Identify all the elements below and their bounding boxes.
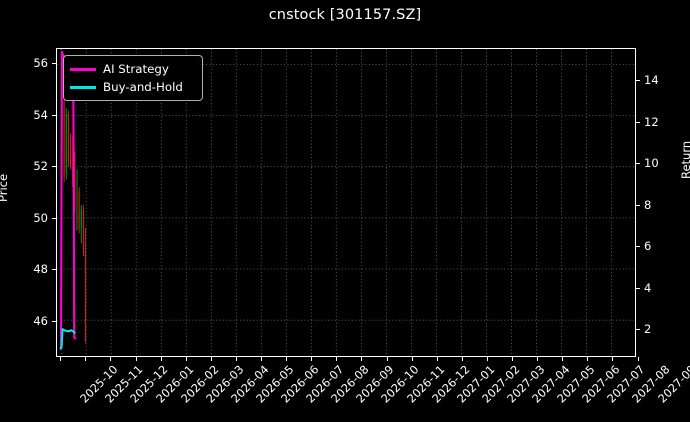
legend-item[interactable]: Buy-and-Hold [70,78,196,96]
y-axis-left-tick-label: 50 [33,210,48,225]
x-axis-tick-mark [60,357,62,361]
y-axis-right-tick-mark [636,329,640,330]
chart-legend: AI Strategy Buy-and-Hold [63,55,203,101]
x-axis-tick-mark [512,357,513,361]
y-axis-right-tick-mark [636,80,640,82]
y-axis-right-tick-label: 10 [644,156,659,171]
x-axis-tick-mark [436,357,438,361]
y-axis-left-tick-label: 52 [33,159,48,174]
x-axis-tick-mark [185,357,187,361]
y-axis-left-tick-label: 54 [33,107,48,122]
y-axis-right-tick-mark [636,246,640,248]
x-axis-tick-mark [85,357,87,361]
y-axis-right-tick-mark [636,121,640,123]
x-axis-tick-mark [486,357,488,361]
series-line-buy-and-hold [59,328,76,350]
chart-title: cnstock [301157.SZ] [268,7,422,23]
x-axis-tick-mark [537,357,539,361]
x-axis-tick-mark [135,357,137,361]
x-axis-tick-mark [411,357,413,361]
x-axis-tick-mark [361,357,363,361]
y-axis-left-tick-mark [52,166,56,168]
y-axis-right-tick-label: 8 [644,197,652,212]
y-axis-left-tick-mark [52,320,56,322]
legend-label: AI Strategy [103,62,169,76]
x-axis-tick-mark [587,357,589,361]
legend-color-swatch [70,67,96,71]
y-axis-left-tick-mark [52,63,56,65]
y-axis-right-tick-mark [636,163,640,165]
y-axis-left-tick-mark [52,114,56,116]
y-axis-right-label: Return [679,140,690,179]
y-axis-right-tick-label: 14 [644,73,659,88]
legend-item[interactable]: AI Strategy [70,60,196,78]
y-axis-left-tick-label: 48 [33,262,48,277]
x-axis-tick-mark [286,357,288,361]
y-axis-right-tick-mark [636,204,640,206]
y-axis-right-tick-label: 6 [644,239,652,254]
x-axis-tick-mark [336,357,338,361]
y-axis-left-label: Price [0,173,10,202]
x-axis-tick-mark [235,357,237,361]
legend-color-swatch [70,85,96,89]
y-axis-right-tick-label: 4 [644,280,652,295]
x-axis-tick-mark [210,357,212,361]
y-axis-left-tick-label: 56 [33,56,48,71]
x-axis-tick-mark [160,357,162,361]
y-axis-left-tick-label: 46 [33,313,48,328]
x-axis-tick-mark [637,357,639,361]
x-axis-tick-mark [386,357,388,361]
x-axis-tick-mark [311,357,313,361]
y-axis-right-tick-label: 2 [644,322,652,336]
y-axis-left-tick-mark [52,269,56,271]
x-axis-tick-mark [110,357,112,361]
y-axis-right-tick-mark [636,287,640,289]
x-axis-tick-mark [461,357,463,361]
x-axis-tick-mark [562,357,564,361]
legend-label: Buy-and-Hold [103,80,183,94]
y-axis-left-tick-mark [52,217,56,219]
x-axis-tick-mark [261,357,262,361]
x-axis-tick-mark [612,357,614,361]
y-axis-right-tick-label: 12 [644,114,659,129]
